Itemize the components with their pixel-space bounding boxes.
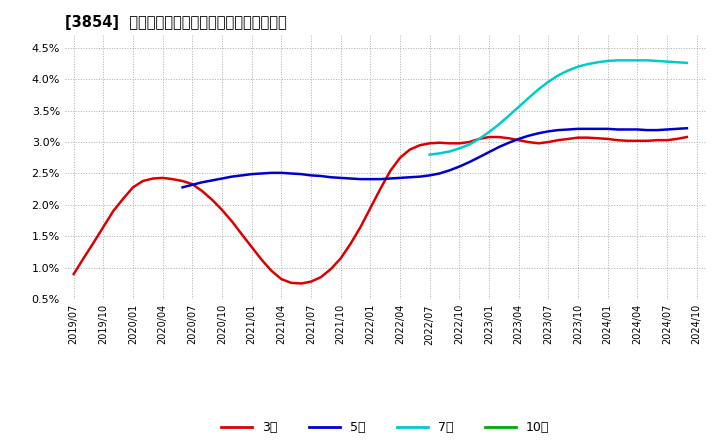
Text: [3854]  当期組純利益マージンの標準偏差の推移: [3854] 当期組純利益マージンの標準偏差の推移 [65, 15, 287, 30]
Legend: 3年, 5年, 7年, 10年: 3年, 5年, 7年, 10年 [216, 416, 554, 439]
